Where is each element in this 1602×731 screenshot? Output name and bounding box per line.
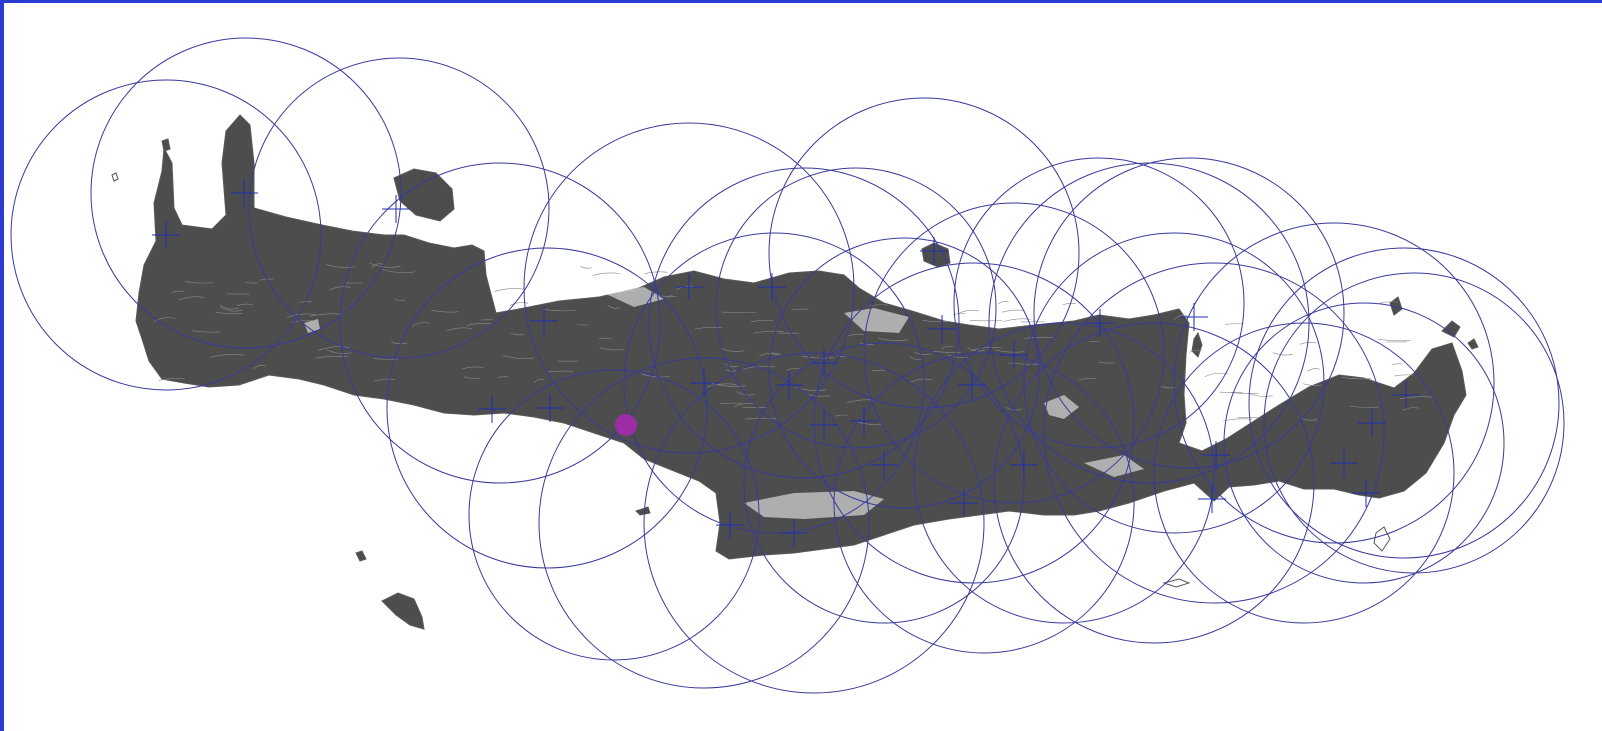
coverage-circle <box>1153 322 1455 624</box>
island-landmass <box>111 114 1479 630</box>
coverage-circle <box>523 122 855 454</box>
coverage-circles <box>10 37 1565 694</box>
coverage-circle <box>743 342 1025 624</box>
coverage-circle <box>248 57 550 359</box>
station-crosshair[interactable] <box>478 395 506 423</box>
coverage-circle <box>813 262 1135 584</box>
station-crosshair[interactable] <box>530 307 558 335</box>
station-crosshair[interactable] <box>958 371 986 399</box>
coverage-circle <box>339 162 661 484</box>
elasa-islet <box>1467 338 1479 350</box>
tiny-islet-west <box>111 172 119 182</box>
station-crosshair[interactable] <box>810 349 838 377</box>
coverage-circle <box>538 357 870 689</box>
coverage-circle <box>10 79 322 391</box>
coverage-circle <box>715 167 997 449</box>
coverage-circle <box>468 369 760 661</box>
coverage-circle <box>768 97 1080 409</box>
coverage-circle <box>386 247 708 569</box>
grandes-islet <box>1441 320 1461 338</box>
station-crosshair[interactable] <box>1202 441 1230 469</box>
station-crosshair[interactable] <box>775 371 803 399</box>
coverage-circle <box>90 37 402 349</box>
map-canvas[interactable] <box>4 3 1602 731</box>
station-crosshair[interactable] <box>1330 449 1358 477</box>
station-crosshair[interactable] <box>1392 381 1420 409</box>
station-crosshair[interactable] <box>1000 341 1028 369</box>
coverage-circle <box>913 322 1215 624</box>
coverage-circle <box>1173 222 1495 544</box>
gavdos-islet <box>381 592 425 630</box>
north-islet <box>393 168 455 222</box>
tiny-islet-nw <box>161 138 171 152</box>
coverage-circle <box>1023 232 1325 534</box>
station-crosshair[interactable] <box>850 407 878 435</box>
station-crosshair[interactable] <box>716 511 744 539</box>
dia-islet <box>921 242 951 268</box>
selected-station-marker[interactable] <box>615 414 637 436</box>
station-crosshair[interactable] <box>675 273 703 301</box>
coverage-circle <box>833 352 1135 654</box>
station-crosshair[interactable] <box>152 221 180 249</box>
coverage-circle <box>623 232 925 534</box>
station-crosshair[interactable] <box>920 237 948 265</box>
station-crosshair[interactable] <box>536 394 564 422</box>
station-crosshair[interactable] <box>690 369 718 397</box>
paximadia-islet <box>635 506 651 516</box>
coverage-circle <box>993 322 1315 644</box>
agioi-pantes-islet <box>1191 331 1203 358</box>
coverage-circle <box>643 352 985 694</box>
station-crosshair[interactable] <box>1086 309 1114 337</box>
station-crosshair[interactable] <box>230 179 258 207</box>
station-crosshair[interactable] <box>1198 485 1226 513</box>
station-crosshair[interactable] <box>870 451 898 479</box>
coverage-circle <box>1043 262 1385 604</box>
station-crosshair[interactable] <box>950 489 978 517</box>
station-crosshair[interactable] <box>1358 409 1386 437</box>
coverage-circle <box>768 237 1040 509</box>
coverage-circle <box>1263 272 1565 574</box>
coverage-circle <box>1248 247 1560 559</box>
gavdopoula-islet <box>355 550 367 562</box>
station-crosshair[interactable] <box>1352 479 1380 507</box>
coverage-circle <box>863 202 1165 504</box>
station-crosshair[interactable] <box>758 273 786 301</box>
contour-lines <box>154 263 1434 425</box>
station-crosshair[interactable] <box>928 315 956 343</box>
station-crosshair[interactable] <box>382 195 410 223</box>
coverage-circle <box>1033 157 1345 469</box>
station-crosshair[interactable] <box>1010 451 1038 479</box>
chrysi-islet <box>1162 578 1191 588</box>
koufonisi-islet <box>1373 526 1391 552</box>
main-island <box>135 114 1467 560</box>
station-crosshair[interactable] <box>810 411 838 439</box>
coverage-circle <box>953 157 1245 449</box>
coverage-circle <box>1223 302 1505 584</box>
station-crosshair[interactable] <box>780 519 808 547</box>
station-crosshairs <box>152 179 1420 547</box>
station-crosshair[interactable] <box>1180 303 1208 331</box>
coverage-circle <box>648 167 960 479</box>
